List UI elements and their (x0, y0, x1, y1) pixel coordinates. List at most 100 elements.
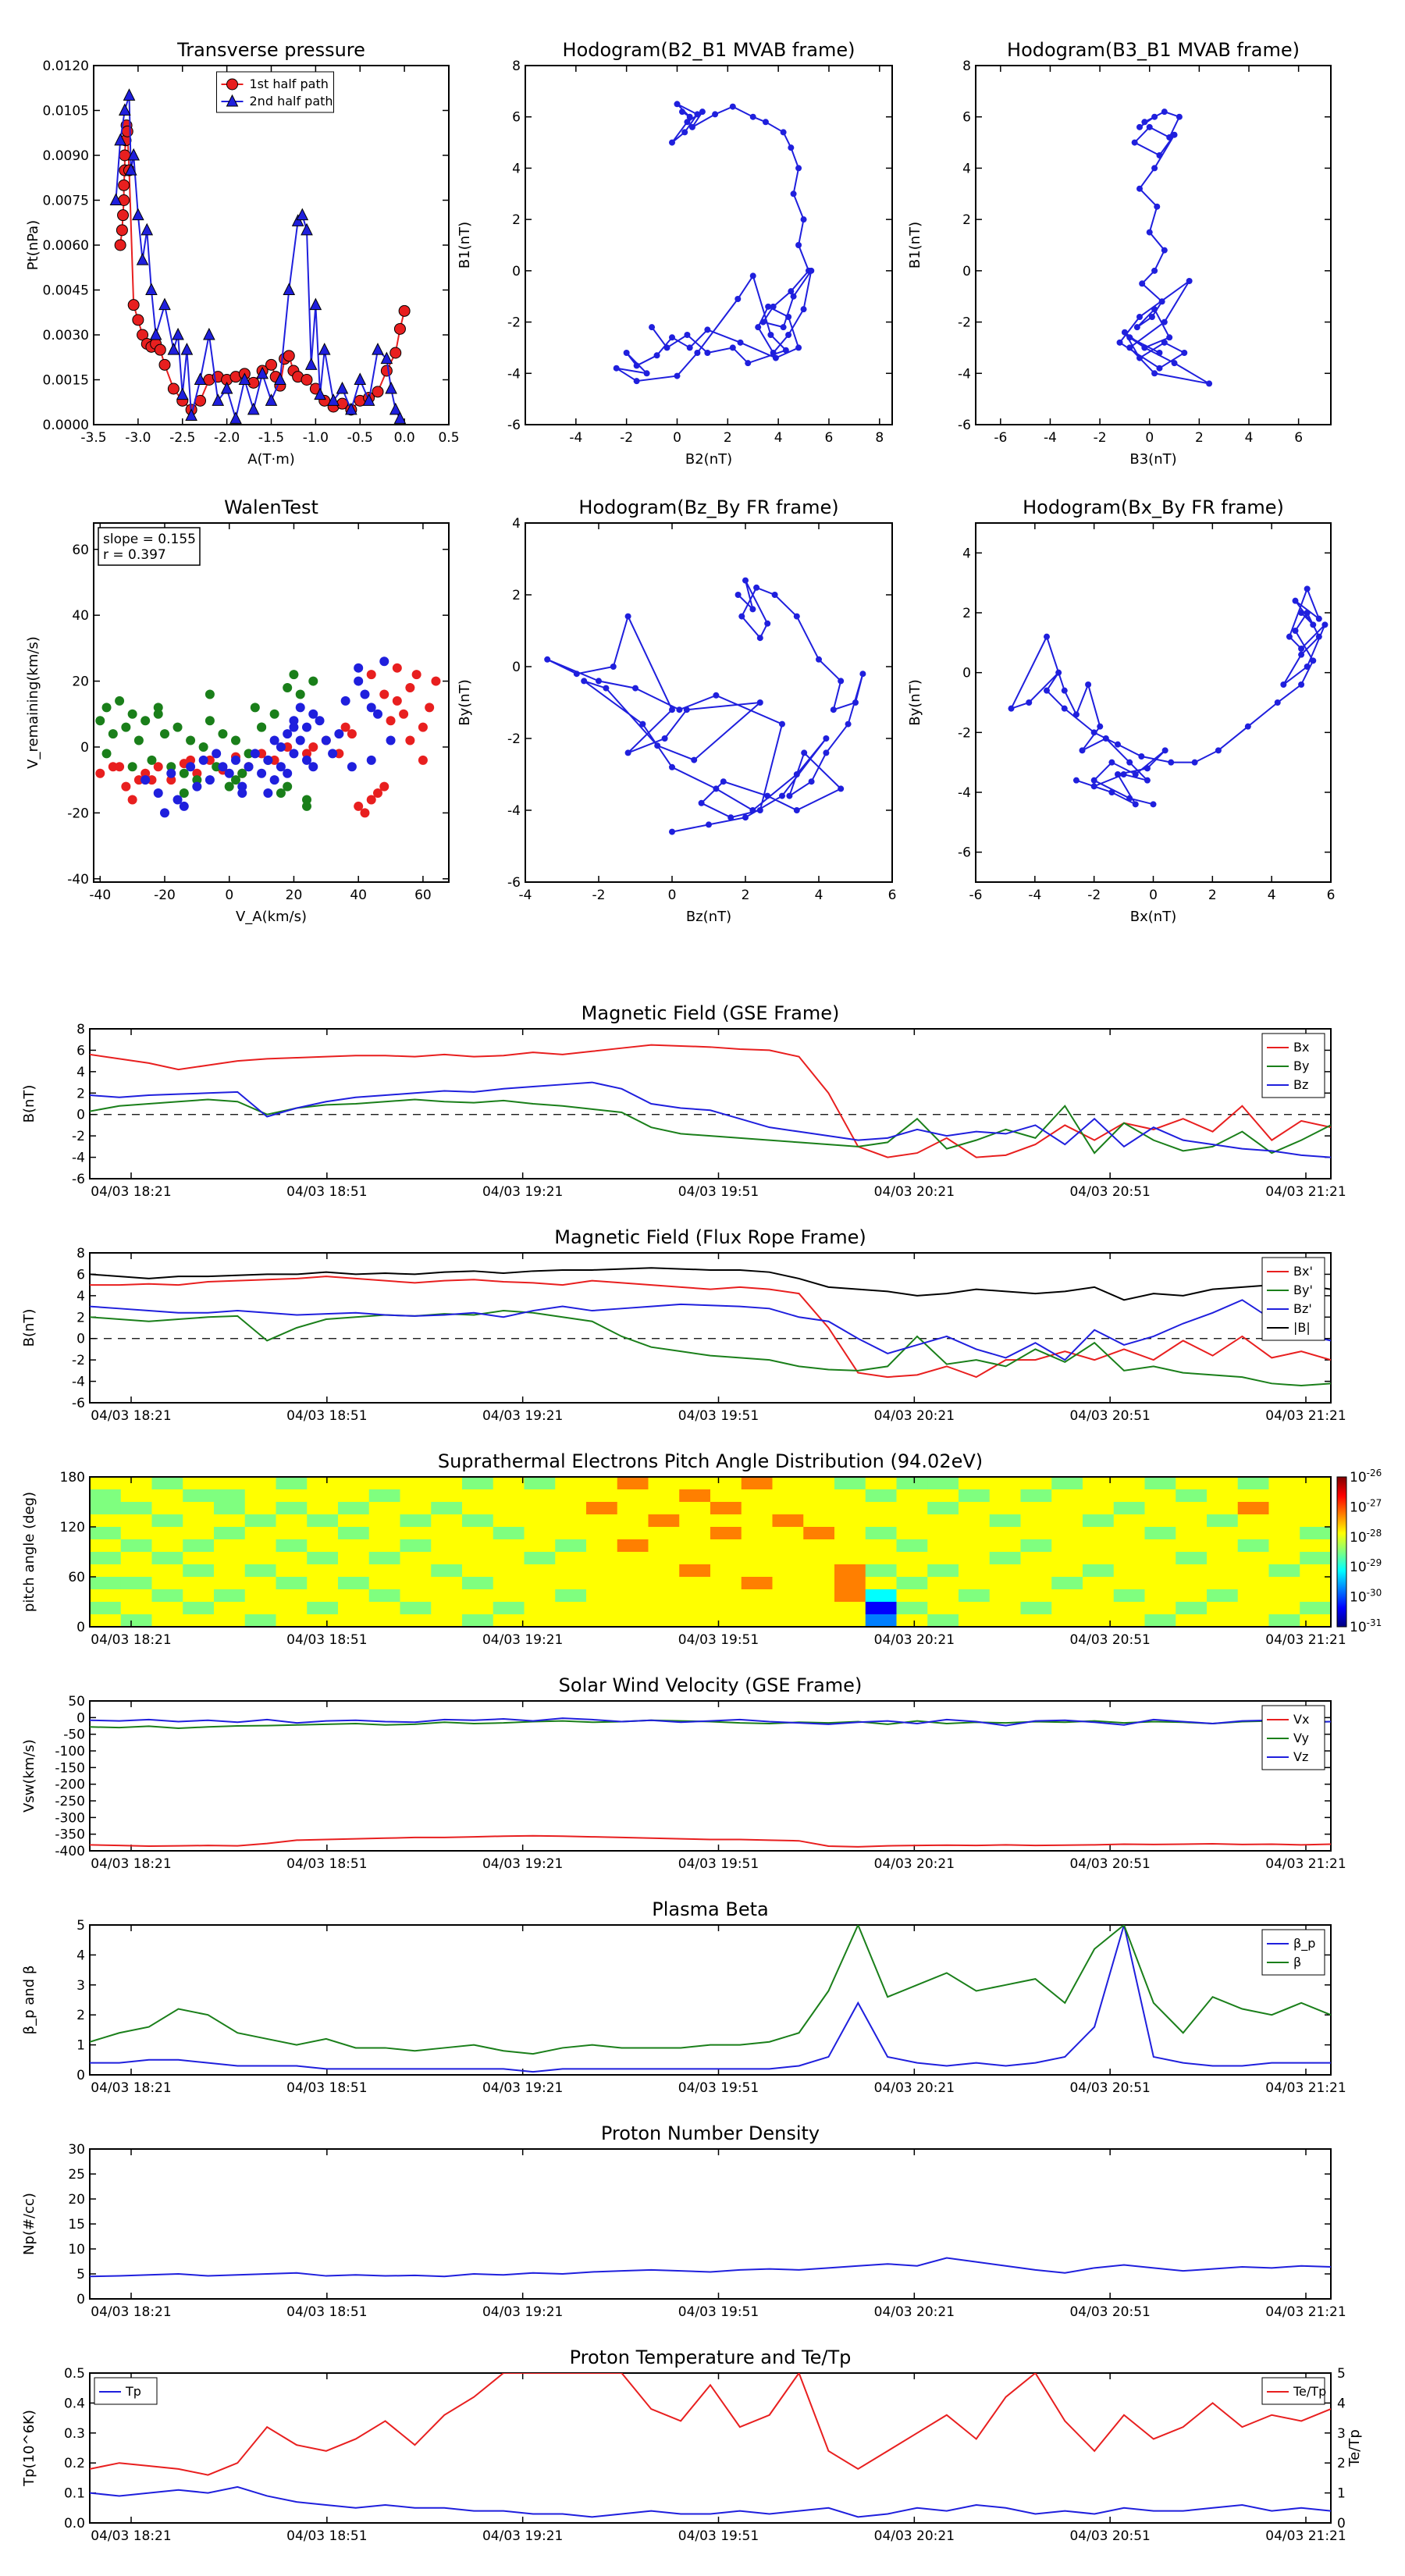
y-tick-label: 0.2 (64, 2456, 85, 2471)
data-marker (1156, 365, 1163, 372)
data-marker (140, 716, 151, 726)
heatmap-cell (244, 1527, 276, 1540)
heatmap-cell (462, 1564, 494, 1578)
heatmap-cell (1237, 1502, 1269, 1515)
y-tick-label: 3 (76, 1978, 85, 1994)
y-tick-label: 0 (962, 666, 971, 681)
data-marker (153, 788, 163, 799)
heatmap-cell (1237, 1602, 1269, 1615)
legend-label: By' (1293, 1283, 1313, 1297)
data-marker (624, 613, 631, 620)
y-tick-label: 10 (68, 2242, 85, 2258)
heatmap-cell (927, 1489, 959, 1503)
heatmap-cell (1051, 1552, 1083, 1565)
y-tick-label: 0 (80, 740, 89, 756)
heatmap-cell (896, 1489, 928, 1503)
x-tick-label: -0.5 (347, 430, 373, 446)
plot-area (1008, 585, 1329, 808)
heatmap-cell (648, 1602, 680, 1615)
heatmap-cell (617, 1514, 649, 1528)
colorbar-label: 10-27 (1350, 1497, 1382, 1515)
data-marker (1161, 247, 1168, 254)
legend-label: Vx (1293, 1712, 1309, 1727)
data-marker (321, 735, 331, 745)
heatmap-cell (865, 1602, 897, 1615)
x-tick-label: 04/03 18:21 (91, 1184, 171, 1200)
heatmap-cell (679, 1614, 711, 1628)
x-tick-label: 04/03 18:51 (286, 1856, 367, 1872)
y-axis-label: B(nT) (21, 1309, 37, 1347)
y-tick-label: -4 (507, 366, 521, 382)
series-line- (90, 1925, 1331, 2055)
data-marker (1156, 350, 1163, 356)
heatmap-cell (431, 1564, 463, 1578)
data-marker (1215, 747, 1222, 754)
heatmap-cell (989, 1502, 1021, 1515)
heatmap-cell (493, 1514, 525, 1528)
heatmap-cell (493, 1489, 525, 1503)
data-marker (1292, 597, 1299, 604)
data-marker (362, 393, 375, 406)
data-marker (764, 792, 771, 799)
data-marker (302, 755, 311, 765)
heatmap-cell (927, 1602, 959, 1615)
y-axis-label: Np(#/cc) (21, 2193, 37, 2255)
heatmap-cell (679, 1477, 711, 1490)
data-marker (1166, 134, 1173, 141)
plot-frame (975, 65, 1332, 425)
heatmap-cell (1113, 1577, 1145, 1590)
heatmap-cell (1083, 1527, 1115, 1540)
chart-title: Hodogram(Bz_By FR frame) (578, 496, 838, 518)
data-marker (838, 785, 845, 792)
heatmap-cell (493, 1502, 525, 1515)
heatmap-cell (524, 1564, 556, 1578)
heatmap-cell (214, 1527, 246, 1540)
x-tick-label: -1.5 (258, 430, 284, 446)
y-tick-label: 6 (962, 110, 971, 126)
y-tick-label: 8 (962, 59, 971, 74)
data-marker (661, 735, 668, 742)
x-tick-label: -4 (569, 430, 582, 446)
heatmap-cell (1207, 1502, 1239, 1515)
heatmap-cell (1144, 1489, 1176, 1503)
series-line-Tp (90, 2485, 1331, 2518)
data-marker (785, 332, 792, 338)
y-axis-label: B(nT) (21, 1085, 37, 1123)
data-marker (237, 788, 247, 799)
data-marker (1108, 789, 1115, 795)
data-marker (1161, 109, 1168, 116)
data-marker (674, 372, 681, 379)
heatmap-cell (1207, 1539, 1239, 1553)
heatmap-cell (1083, 1552, 1115, 1565)
data-marker (192, 768, 202, 778)
heatmap-cell (462, 1527, 494, 1540)
heatmap-cell (648, 1502, 680, 1515)
data-marker (295, 703, 305, 713)
y-axis-label: Tp(10^6K) (21, 2410, 37, 2487)
y-tick-label: 0.1 (64, 2486, 85, 2502)
data-marker (1061, 705, 1068, 712)
heatmap-cell (183, 1539, 215, 1553)
heatmap-cell (1207, 1577, 1239, 1590)
chart-proton-temperature: Proton Temperature and Te/Tp 0.0 0.1 0.2 0.3… (21, 2347, 1363, 2544)
data-marker (304, 358, 318, 370)
data-marker (1044, 687, 1050, 694)
data-marker (95, 716, 105, 726)
x-tick-label: 04/03 20:51 (1069, 2528, 1150, 2544)
heatmap-cell (368, 1527, 400, 1540)
heatmap-cell (493, 1539, 525, 1553)
x-tick-label: 0 (1145, 430, 1154, 446)
plot-frame (525, 65, 893, 425)
x-tick-label: 04/03 19:51 (678, 2528, 759, 2544)
x-tick-label: 6 (825, 430, 834, 446)
data-marker (360, 689, 370, 699)
y-tick-label: 0.0060 (43, 238, 89, 254)
data-marker (1298, 681, 1305, 688)
data-marker (302, 795, 311, 805)
data-marker (704, 326, 711, 333)
data-marker (780, 324, 787, 331)
data-marker (95, 768, 105, 778)
data-marker (308, 742, 318, 752)
x-axis-label: Bz(nT) (686, 909, 731, 925)
data-marker (1161, 339, 1168, 346)
